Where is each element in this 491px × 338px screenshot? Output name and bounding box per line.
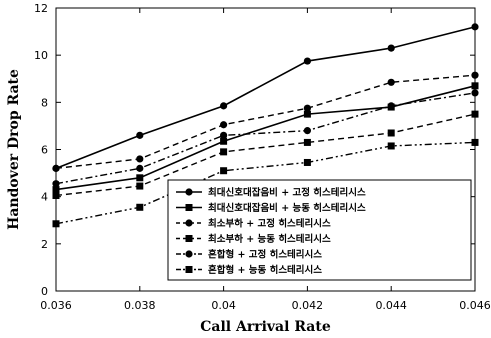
data-point — [220, 131, 228, 139]
series-line — [55, 85, 476, 191]
series-6 — [52, 138, 479, 228]
y-tick-label: 6 — [41, 144, 48, 157]
series-line — [55, 92, 476, 185]
data-point — [471, 89, 479, 97]
legend-item: 혼합형 + 능동 히스테리시스 — [176, 264, 322, 276]
y-tick-label: 8 — [41, 96, 48, 109]
series-2 — [52, 82, 479, 194]
data-point — [136, 203, 144, 211]
data-point — [52, 180, 60, 188]
data-point — [136, 155, 144, 163]
data-point — [303, 127, 311, 135]
data-point — [220, 167, 228, 175]
data-point — [52, 220, 60, 228]
x-tick-label: 0.042 — [292, 299, 324, 312]
legend-label: 최대신호대잡음비 + 능동 히스테리시스 — [208, 202, 366, 214]
y-tick-label: 0 — [41, 285, 48, 298]
series-5 — [52, 89, 479, 188]
data-point — [303, 57, 311, 65]
series-group — [52, 23, 479, 228]
data-point — [303, 158, 311, 166]
series-line — [55, 74, 476, 170]
data-point — [220, 137, 228, 145]
legend-item: 혼합형 + 고정 히스테리시스 — [176, 249, 322, 261]
legend-marker — [185, 235, 193, 242]
data-point — [471, 138, 479, 146]
data-point — [52, 186, 60, 194]
legend-label: 혼합형 + 고정 히스테리시스 — [208, 249, 322, 261]
y-tick-label: 12 — [34, 2, 48, 15]
data-point — [303, 104, 311, 112]
legend-label: 최소부하 + 능동 히스테리시스 — [208, 233, 331, 245]
series-line — [55, 113, 476, 197]
x-tick-label: 0.04 — [211, 299, 236, 312]
data-point — [387, 44, 395, 52]
data-point — [387, 142, 395, 150]
legend-marker — [185, 204, 193, 211]
data-point — [471, 71, 479, 79]
legend-label: 최소부하 + 고정 히스테리시스 — [208, 218, 331, 230]
x-axis-title: Call Arrival Rate — [200, 319, 331, 335]
legend-marker — [185, 219, 193, 227]
data-point — [220, 148, 228, 156]
data-point — [387, 78, 395, 86]
data-point — [387, 129, 395, 137]
series-line — [55, 141, 476, 225]
data-point — [136, 164, 144, 172]
legend-item: 최대신호대잡음비 + 고정 히스테리시스 — [176, 187, 366, 199]
series-1 — [52, 23, 479, 172]
data-point — [303, 138, 311, 146]
series-line — [55, 26, 476, 170]
x-tick-label: 0.038 — [124, 299, 156, 312]
legend-item: 최대신호대잡음비 + 능동 히스테리시스 — [176, 202, 366, 214]
data-point — [220, 102, 228, 110]
data-point — [387, 102, 395, 110]
legend-label: 최대신호대잡음비 + 고정 히스테리시스 — [208, 187, 366, 199]
series-3 — [52, 71, 479, 172]
x-tick-label: 0.044 — [375, 299, 407, 312]
data-point — [471, 23, 479, 31]
data-point — [471, 82, 479, 90]
data-point — [471, 110, 479, 118]
legend-marker — [185, 188, 193, 196]
data-point — [136, 182, 144, 190]
data-point — [220, 121, 228, 129]
x-tick-label: 0.036 — [40, 299, 72, 312]
legend-item: 최소부하 + 고정 히스테리시스 — [176, 218, 331, 230]
axis-ticks: 0 2 4 6 8 10 12 0.036 0.038 0.04 0.042 0.044 0.046 — [34, 2, 491, 312]
data-point — [52, 191, 60, 199]
legend-marker — [185, 250, 193, 258]
legend-marker — [185, 266, 193, 273]
legend-label: 혼합형 + 능동 히스테리시스 — [208, 264, 322, 276]
y-tick-label: 4 — [41, 191, 48, 204]
data-point — [136, 174, 144, 182]
y-axis-title: Handover Drop Rate — [6, 69, 22, 230]
y-tick-label: 2 — [41, 238, 48, 251]
y-tick-label: 10 — [34, 49, 48, 62]
series-4 — [52, 110, 479, 199]
x-tick-label: 0.046 — [459, 299, 491, 312]
data-point — [136, 131, 144, 139]
data-point — [303, 110, 311, 118]
legend-item: 최소부하 + 능동 히스테리시스 — [176, 233, 331, 245]
data-point — [52, 164, 60, 172]
legend-box — [167, 179, 472, 281]
